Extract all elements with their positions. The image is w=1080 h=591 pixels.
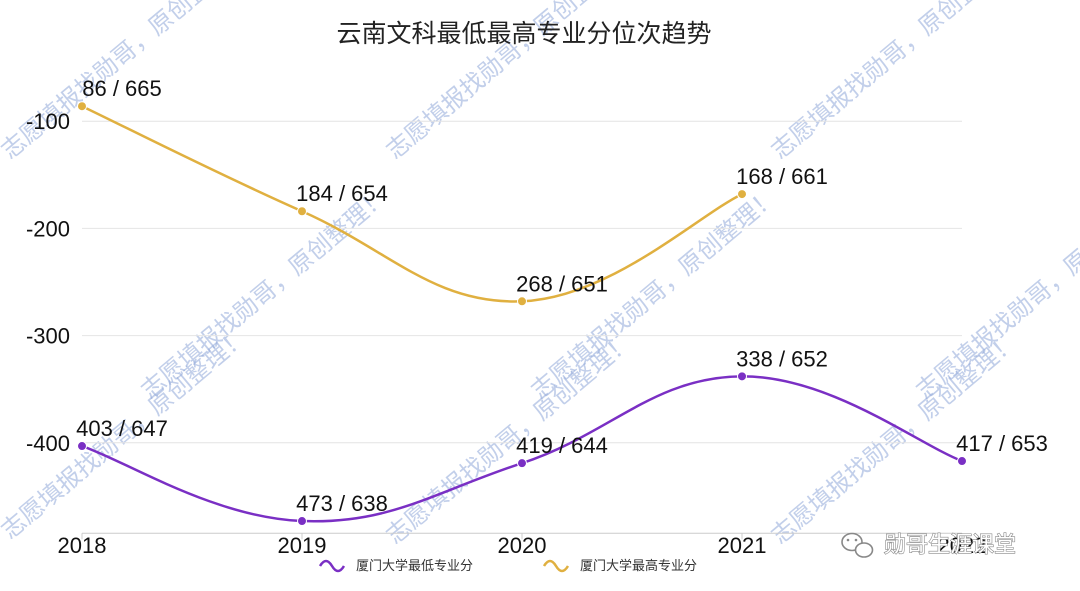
brand-badge: 勋哥生涯课堂 xyxy=(841,532,1017,559)
y-tick-label: -200 xyxy=(26,216,70,241)
x-tick-label: 2021 xyxy=(718,533,767,558)
series-layer xyxy=(77,101,967,527)
grid-lines xyxy=(82,120,962,444)
y-axis-ticks: -100 -200 -300 -400 xyxy=(26,109,70,456)
x-axis: 2018 2019 2020 2021 2022 xyxy=(58,532,987,558)
data-label-layer: 403 / 647 473 / 638 419 / 644 338 / 652 417 … xyxy=(76,76,1048,516)
data-point xyxy=(957,456,967,467)
data-label: 338 / 652 xyxy=(736,346,828,371)
brand-name: 勋哥生涯课堂 xyxy=(884,533,1016,558)
x-tick-label: 2020 xyxy=(498,533,547,558)
y-tick-label: -300 xyxy=(26,324,70,349)
data-label: 473 / 638 xyxy=(296,491,388,516)
data-point xyxy=(297,516,307,527)
y-tick-label: -400 xyxy=(26,431,70,456)
legend-swatch xyxy=(542,559,570,573)
data-label: 168 / 661 xyxy=(736,164,828,189)
series-line xyxy=(81,105,743,303)
legend-label: 厦门大学最高专业分 xyxy=(580,558,697,574)
watermark-text: 志愿填报找勋哥，原创整理！ xyxy=(136,183,393,405)
data-point xyxy=(77,101,87,112)
legend: 厦门大学最低专业分 厦门大学最高专业分 xyxy=(318,558,697,574)
data-point xyxy=(517,296,527,307)
x-tick-label: 2019 xyxy=(278,533,327,558)
wechat-icon xyxy=(841,532,874,558)
y-tick-label: -100 xyxy=(26,109,70,134)
data-point xyxy=(517,458,527,469)
data-label: 268 / 651 xyxy=(516,271,608,296)
data-point xyxy=(297,206,307,217)
legend-label: 厦门大学最低专业分 xyxy=(356,558,473,574)
data-point xyxy=(737,371,747,382)
data-label: 403 / 647 xyxy=(76,416,168,441)
data-point xyxy=(77,441,87,452)
data-label: 417 / 653 xyxy=(956,431,1048,456)
data-label: 419 / 644 xyxy=(516,433,608,458)
data-point xyxy=(737,189,747,200)
data-label: 184 / 654 xyxy=(296,181,388,206)
x-tick-label: 2018 xyxy=(58,533,107,558)
watermark-text: 志愿填报找勋哥，原创整理！ xyxy=(766,0,1023,165)
legend-swatch xyxy=(318,559,346,573)
chart-title: 云南文科最低最高专业分位次趋势 xyxy=(336,19,711,48)
x-tick-label: 2022 xyxy=(938,533,987,558)
data-label: 86 / 665 xyxy=(82,76,162,101)
